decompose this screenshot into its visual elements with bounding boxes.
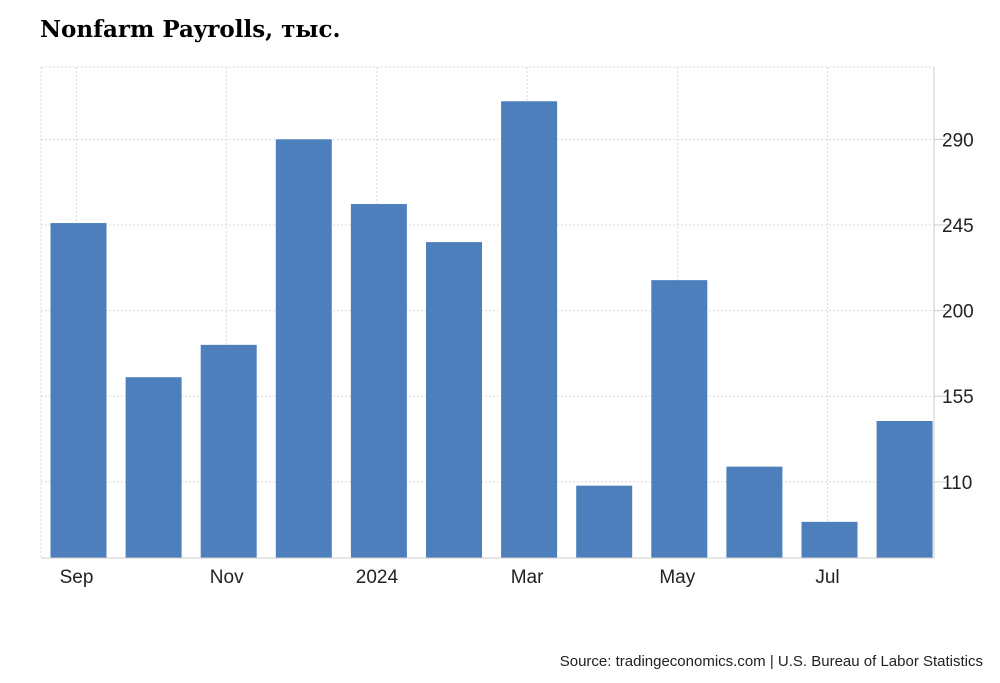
y-tick-label: 155 (942, 387, 974, 408)
bar (50, 223, 107, 558)
chart-title: Nonfarm Payrolls, тыс. (40, 16, 341, 43)
x-tick-label: Nov (210, 567, 244, 588)
x-tick-label: 2024 (356, 567, 399, 588)
bar (125, 377, 182, 558)
bar (801, 521, 858, 558)
x-tick-label: May (659, 567, 695, 588)
y-tick-label: 290 (942, 130, 974, 151)
labels-layer: 110 155 200 245 290 Sep Nov 2024 Mar May Jul (60, 130, 974, 588)
y-tick-label: 200 (942, 302, 974, 323)
bars-layer (50, 101, 933, 559)
x-tick-label: Mar (511, 567, 544, 588)
bar (426, 242, 482, 558)
axis-layer (41, 67, 948, 559)
y-tick-label: 245 (942, 216, 974, 237)
bar (726, 466, 783, 558)
bar (275, 139, 332, 559)
source-credit: Source: tradingeconomics.com | U.S. Bure… (559, 653, 983, 670)
x-tick-label: Jul (815, 567, 839, 588)
bar (651, 280, 708, 558)
bar (350, 204, 407, 558)
bar (200, 344, 257, 558)
bar (576, 485, 633, 558)
y-tick-label: 110 (942, 473, 972, 494)
bar (501, 101, 558, 559)
x-tick-label: Sep (60, 567, 94, 588)
bar (876, 420, 933, 558)
